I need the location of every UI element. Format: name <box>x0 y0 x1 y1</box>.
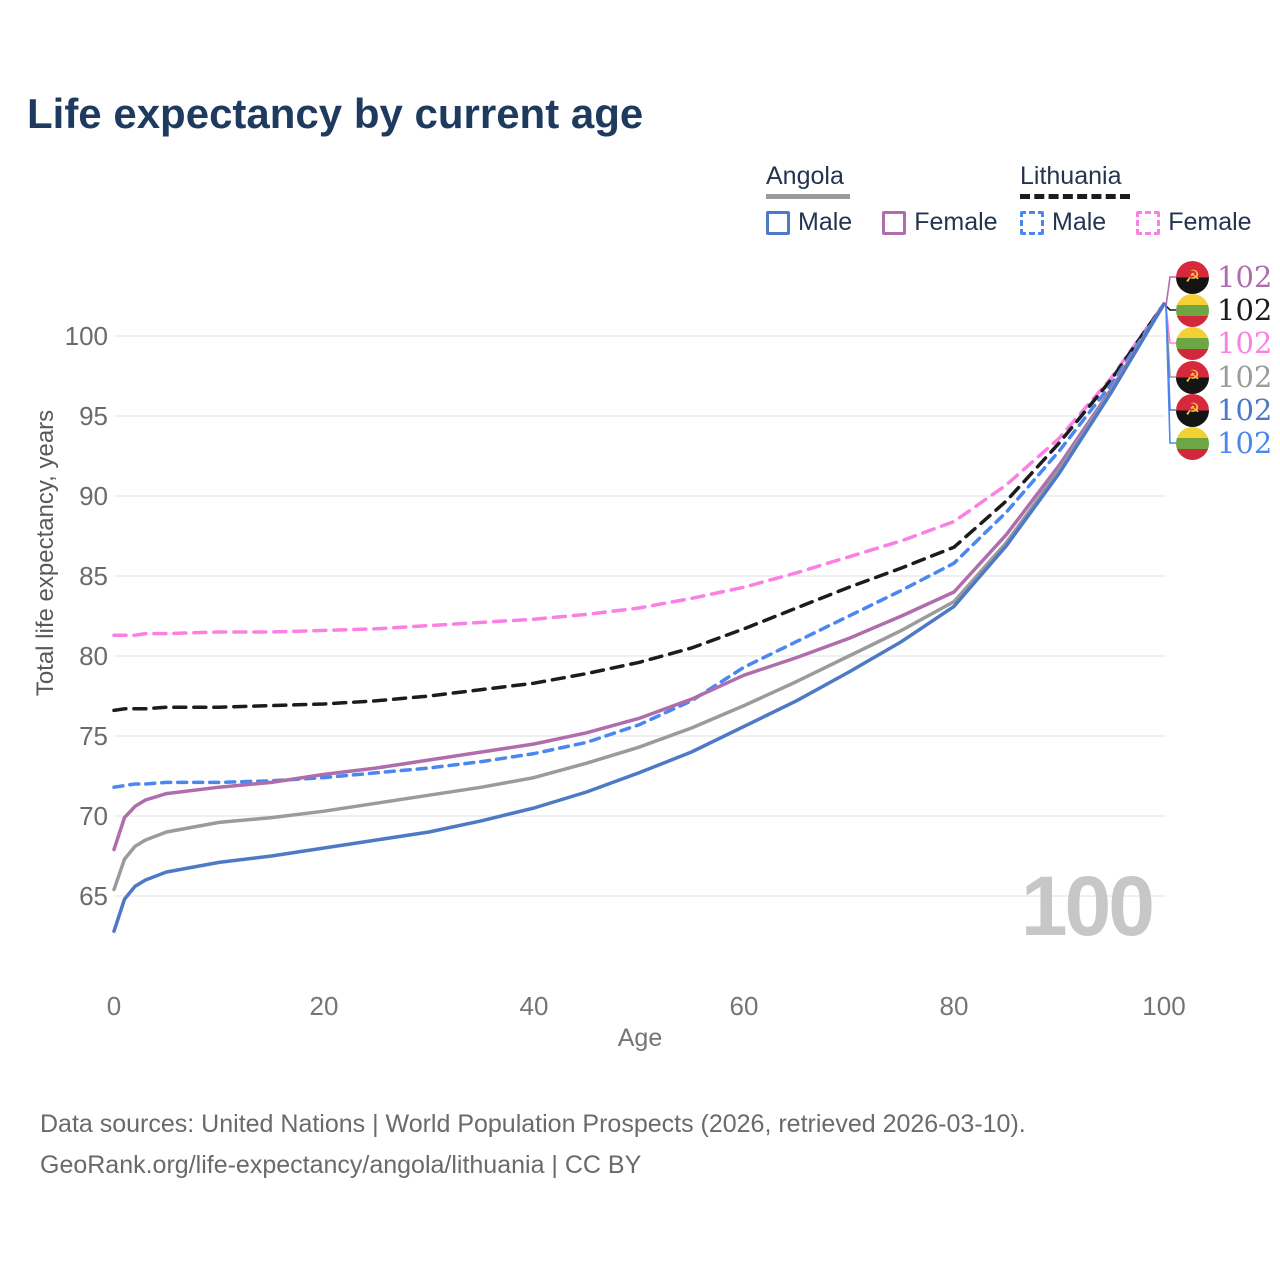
angola-flag-icon: ☭ <box>1176 393 1209 427</box>
lithuania-male-checkbox[interactable] <box>1020 210 1044 235</box>
y-tick-70: 70 <box>79 801 108 831</box>
series-line-lithuania-male <box>112 302 1166 789</box>
y-tick-75: 75 <box>79 721 108 751</box>
legend-group-lithuania: Lithuania Male Female <box>1020 162 1252 237</box>
page-title: Life expectancy by current age <box>27 90 644 137</box>
y-tick-95: 95 <box>79 401 108 431</box>
angola-flag-icon: ☭ <box>1176 360 1209 394</box>
x-tick-80: 80 <box>939 991 969 1021</box>
series-line-angola-female <box>112 302 1166 852</box>
attribution-line: GeoRank.org/life-expectancy/angola/lithu… <box>40 1151 642 1179</box>
series-line-lithuania-female <box>112 302 1166 637</box>
footer: Data sources: United Nations | World Pop… <box>40 1104 1026 1186</box>
y-tick-90: 90 <box>79 481 108 511</box>
lithuania-female-label: Female <box>1168 208 1252 236</box>
angola-male-checkbox[interactable] <box>766 210 790 235</box>
end-label-lithuania-male: 102 <box>1176 426 1272 460</box>
series-line-angola-male <box>112 302 1166 933</box>
x-tick-100: 100 <box>1142 991 1186 1021</box>
end-value: 102 <box>1217 326 1273 360</box>
end-value: 102 <box>1217 360 1273 394</box>
end-label-angola-female: ☭ 102 <box>1176 260 1272 294</box>
leader-line <box>1165 305 1176 311</box>
leader-line <box>1165 305 1176 444</box>
lithuania-flag-icon <box>1176 293 1209 327</box>
angola-solid-line-key <box>766 194 850 199</box>
data-sources-line: Data sources: United Nations | World Pop… <box>40 1110 1026 1138</box>
lithuania-male-label: Male <box>1052 208 1107 236</box>
x-tick-0: 0 <box>106 991 122 1021</box>
angola-female-checkbox[interactable] <box>882 210 907 235</box>
legend-angola-label: Angola <box>766 162 844 190</box>
angola-male-label: Male <box>798 208 853 236</box>
end-label-angola-both: ☭ 102 <box>1176 360 1272 394</box>
series-line-lithuania-both <box>112 302 1166 713</box>
angola-female-label: Female <box>914 208 998 236</box>
end-label-lithuania-both: 102 <box>1176 293 1272 327</box>
x-tick-20: 20 <box>309 991 339 1021</box>
age-counter-watermark: 100 <box>1020 859 1155 953</box>
y-tick-100: 100 <box>64 321 108 351</box>
y-tick-80: 80 <box>79 641 108 671</box>
x-tick-60: 60 <box>729 991 759 1021</box>
end-label-lithuania-female: 102 <box>1176 326 1272 360</box>
legend-lithuania-label: Lithuania <box>1020 162 1122 190</box>
lithuania-dashed-line-key <box>1020 194 1130 199</box>
series-line-angola-both <box>112 302 1166 892</box>
end-value: 102 <box>1217 393 1273 427</box>
end-value: 102 <box>1217 426 1273 460</box>
lithuania-flag-icon <box>1176 326 1209 360</box>
end-value: 102 <box>1217 293 1273 327</box>
lithuania-female-checkbox[interactable] <box>1136 210 1161 235</box>
lithuania-flag-icon <box>1176 426 1209 460</box>
end-label-angola-male: ☭ 102 <box>1176 393 1272 427</box>
angola-flag-icon: ☭ <box>1176 260 1209 294</box>
y-tick-85: 85 <box>79 561 108 591</box>
x-axis-title: Age <box>617 1024 663 1052</box>
legend-group-angola: Angola Male Female <box>766 162 998 237</box>
y-tick-65: 65 <box>79 881 108 911</box>
x-tick-40: 40 <box>519 991 549 1021</box>
leader-line <box>1165 276 1176 307</box>
end-value: 102 <box>1217 260 1273 294</box>
